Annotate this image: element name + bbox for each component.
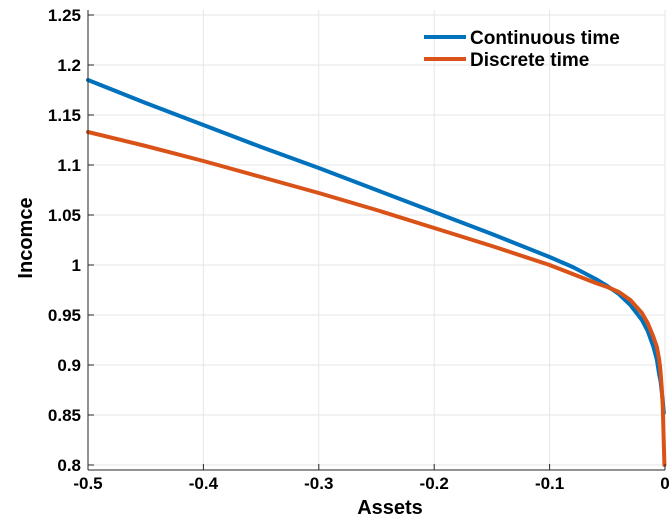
- plot-lines: [86, 78, 667, 467]
- y-axis-label: Incomce: [15, 197, 37, 278]
- grid: [87, 10, 666, 470]
- axes: [87, 10, 666, 471]
- x-axis-label: Assets: [357, 497, 423, 519]
- y-tick-label: 0.95: [48, 306, 81, 325]
- series-line-continuous: [86, 78, 666, 415]
- y-tick-label: 1.2: [57, 56, 81, 75]
- y-tick-label: 1.15: [48, 106, 81, 125]
- tick-labels: -0.5 -0.4 -0.3 -0.2 -0.1 0 0.8 0.85 0.9 0.95 1 1.05…: [48, 6, 669, 493]
- x-tick-label: -0.4: [189, 474, 219, 493]
- x-tick-label: -0.5: [73, 474, 102, 493]
- y-tick-label: 0.9: [57, 356, 81, 375]
- series-line-discrete: [86, 130, 667, 467]
- legend: Continuous time Discrete time: [424, 28, 620, 71]
- legend-label-continuous: Continuous time: [470, 28, 620, 49]
- y-tick-label: 0.85: [48, 406, 81, 425]
- x-tick-label: -0.2: [420, 474, 449, 493]
- y-tick-label: 1: [72, 256, 81, 275]
- legend-label-discrete: Discrete time: [470, 50, 589, 71]
- x-tick-label: 0: [660, 474, 669, 493]
- y-tick-label: 1.25: [48, 6, 81, 25]
- x-tick-label: -0.3: [304, 474, 333, 493]
- x-tick-label: -0.1: [535, 474, 564, 493]
- y-tick-label: 1.1: [57, 156, 81, 175]
- y-tick-label: 1.05: [48, 206, 81, 225]
- y-tick-label: 0.8: [57, 456, 81, 475]
